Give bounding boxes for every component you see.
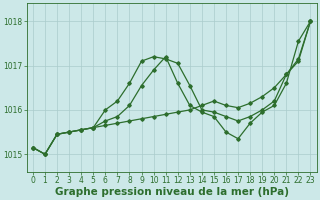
X-axis label: Graphe pression niveau de la mer (hPa): Graphe pression niveau de la mer (hPa): [55, 187, 289, 197]
